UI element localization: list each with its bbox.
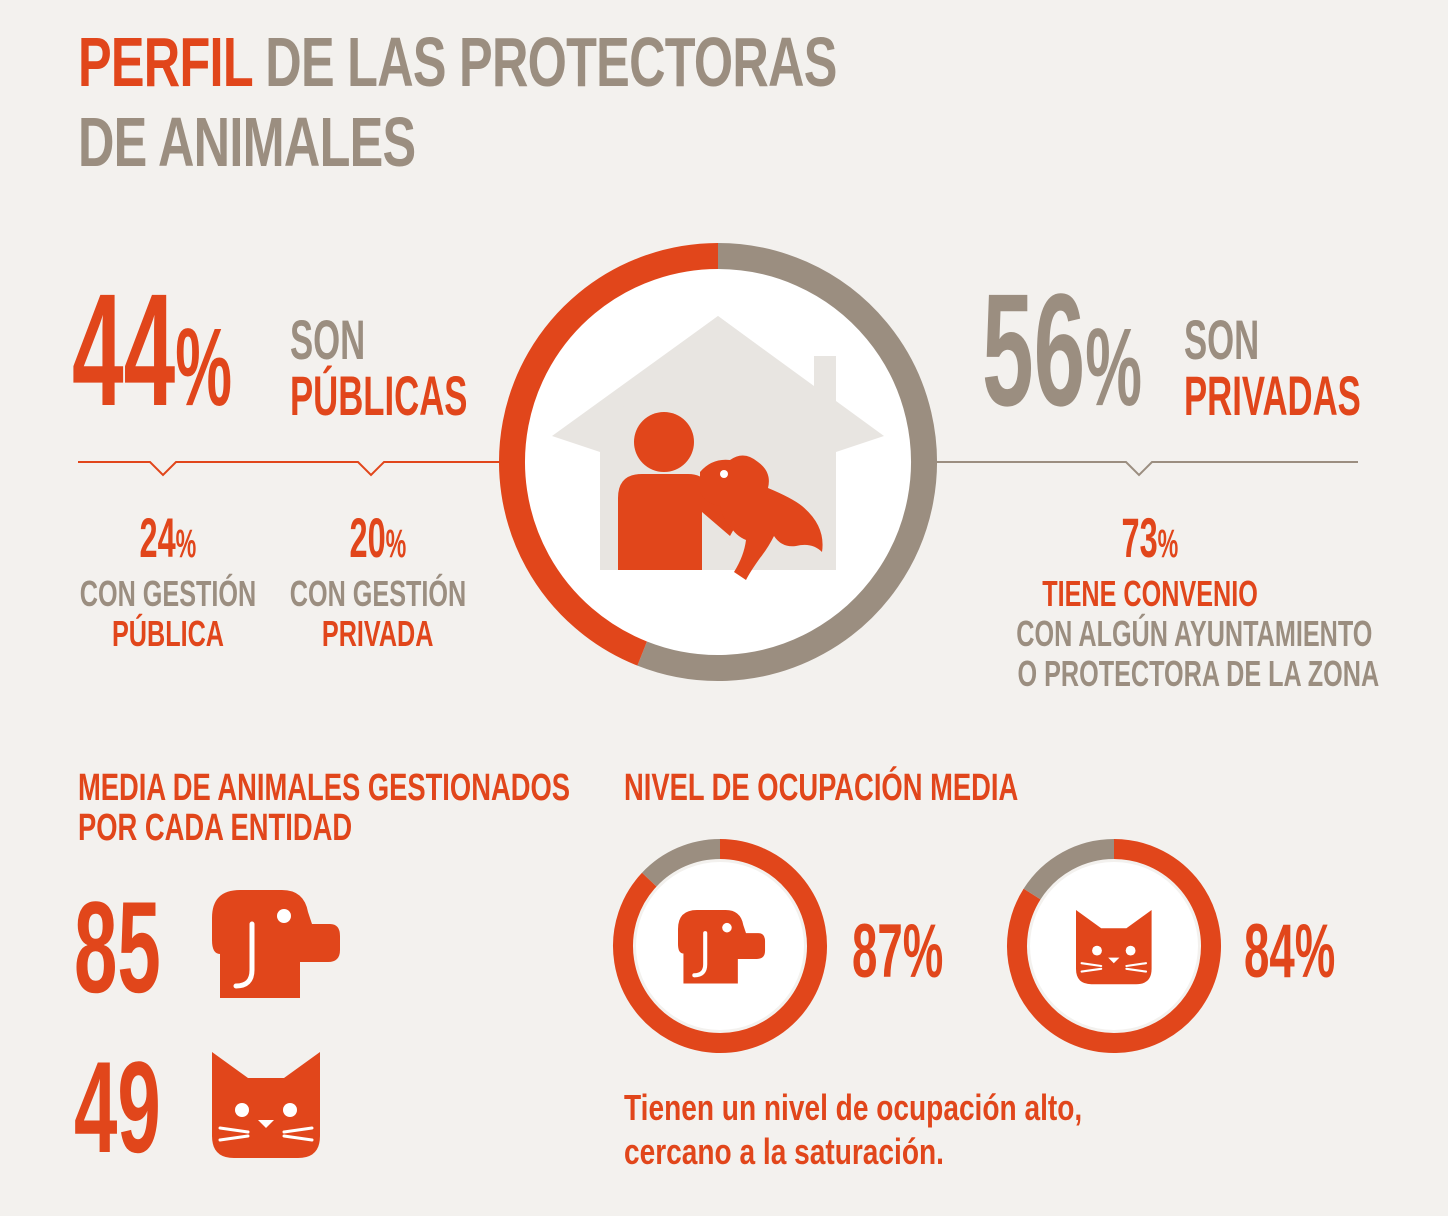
dog-icon — [212, 890, 340, 998]
title-highlight: PERFIL — [78, 23, 253, 101]
ocupacion-note: Tienen un nivel de ocupación alto, cercan… — [624, 1087, 1083, 1172]
title-rest: DE LAS PROTECTORAS — [265, 23, 837, 101]
ocupacion-dog-pct: 87% — [852, 909, 944, 994]
publicas-connector — [78, 461, 500, 477]
sub-convenio: 73% TIENE CONVENIO CON ALGÚN AYUNTAMIENT… — [1016, 506, 1380, 694]
privadas-pct: 56% — [982, 260, 1142, 439]
title-line2: DE ANIMALES — [78, 103, 416, 181]
ocupacion-dog-donut — [613, 839, 827, 1053]
ocupacion-cat-donut — [1007, 839, 1221, 1053]
publicas-label: SON PÚBLICAS — [290, 308, 468, 427]
donut-slice-libre — [1023, 839, 1115, 900]
donut-slice-privadas — [637, 243, 937, 681]
media-cats-count: 49 — [74, 1034, 161, 1180]
donut-slice-ocupado — [1007, 839, 1221, 1053]
sub-gestion-privada: 20% CON GESTIÓN PRIVADA — [289, 506, 467, 654]
ocupacion-title: NIVEL DE OCUPACIÓN MEDIA — [624, 767, 1019, 809]
cat-icon — [1076, 910, 1152, 985]
connector-lines — [78, 461, 1358, 477]
page-title: PERFIL DE LAS PROTECTORAS DE ANIMALES — [78, 22, 1132, 182]
ocupacion-cat-pct: 84% — [1244, 909, 1336, 994]
privadas-connector — [935, 461, 1358, 477]
sub-gestion-publica: 24% CON GESTIÓN PÚBLICA — [79, 506, 257, 654]
cat-icon — [212, 1052, 320, 1158]
privadas-label: SON PRIVADAS — [1184, 308, 1361, 427]
donut-slice-ocupado — [613, 839, 827, 1053]
main-donut-chart — [499, 243, 937, 681]
donut-slice-libre — [642, 839, 721, 887]
media-dogs-count: 85 — [74, 874, 161, 1020]
dog-icon — [678, 910, 766, 984]
publicas-pct: 44% — [72, 260, 232, 439]
media-title: MEDIA DE ANIMALES GESTIONADOS POR CADA EN… — [78, 767, 571, 849]
house-person-dog-icon — [552, 316, 884, 580]
donut-slice-publicas — [499, 243, 719, 666]
